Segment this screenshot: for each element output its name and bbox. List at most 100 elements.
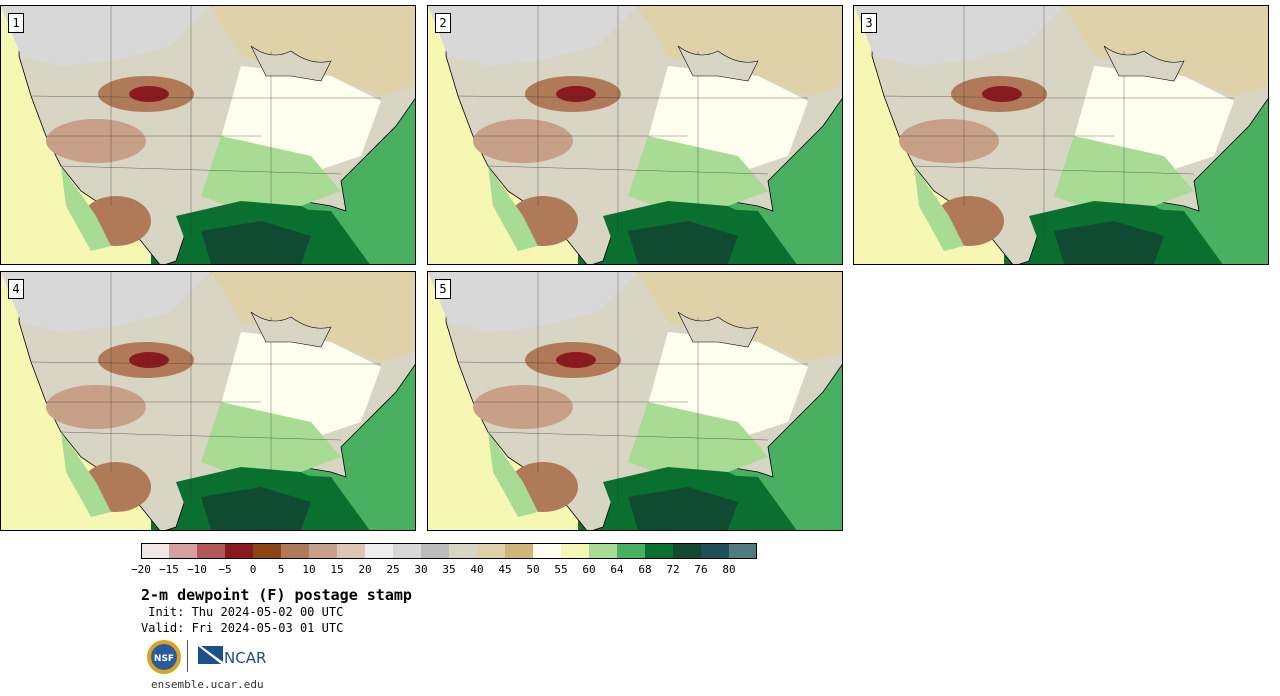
stamp-panel-5: 5 [427,271,843,531]
colorbar-tick-label: 45 [498,563,512,576]
dewpoint-colorbar [141,543,757,559]
dewpoint-map-1 [1,6,415,264]
colorbar-bin [225,543,253,559]
colorbar-tick-label: −10 [187,563,207,576]
colorbar-bin [561,543,589,559]
colorbar-tick-label: 40 [470,563,484,576]
colorbar-tick-label: 60 [582,563,596,576]
colorbar-tick-label: 5 [277,563,285,576]
colorbar-bin [617,543,645,559]
plains-very-dry-core [129,352,169,368]
nsf-logo: NSF [147,640,181,674]
southwest-dry-area [46,385,146,429]
state-border [30,361,381,365]
member-number-badge: 4 [8,279,24,299]
great-lakes [250,45,332,82]
colorbar-tick-label: −15 [159,563,179,576]
baja-moist-strip [488,432,538,517]
colorbar-tick-label: 35 [442,563,456,576]
colorbar-tick-label: 0 [249,563,257,576]
colorbar-tick-label: 55 [554,563,568,576]
northwest-dry-region [428,6,638,66]
dewpoint-map-5 [428,272,842,530]
colorbar-bin [449,543,477,559]
baja-moist-strip [488,166,538,251]
great-lakes [1103,45,1185,82]
site-url: ensemble.ucar.edu [151,678,264,691]
state-border [457,361,808,365]
northeast-dry-region [211,6,415,96]
colorbar-bin [505,543,533,559]
northwest-dry-region [1,272,211,332]
colorbar-bin [393,543,421,559]
colorbar-tick-label: 72 [666,563,680,576]
page-title: 2-m dewpoint (F) postage stamp [141,586,412,604]
colorbar-bin [365,543,393,559]
baja-moist-strip [61,166,111,251]
colorbar-bin [169,543,197,559]
stamp-panel-3: 3 [853,5,1269,265]
gulf-very-humid [1054,221,1164,264]
member-number-badge: 1 [8,13,24,33]
state-border [457,95,808,99]
colorbar-tick-label: 10 [302,563,316,576]
baja-moist-strip [914,166,964,251]
colorbar-bin [477,543,505,559]
state-border [30,95,381,99]
gulf-very-humid [201,221,311,264]
colorbar-tick-labels: −20 −15 −10 −5 0 5 10 15 20 25 30 35 40 45 50 55 60 64 68 7… [131,563,761,577]
colorbar-bin [141,543,169,559]
gulf-very-humid [201,487,311,530]
logo-divider [187,640,188,672]
colorbar-bin [281,543,309,559]
colorbar-tick-label: 50 [526,563,540,576]
northeast-dry-region [638,272,842,362]
member-number-badge: 3 [861,13,877,33]
gulf-very-humid [628,221,738,264]
colorbar-bin [197,543,225,559]
colorbar-tick-label: −20 [131,563,151,576]
nsf-logo-text: NSF [154,654,174,664]
state-border [60,165,342,175]
state-border [487,165,769,175]
southwest-dry-area [473,385,573,429]
great-lakes [677,311,759,348]
northeast-dry-region [1064,6,1268,96]
colorbar-tick-label: −5 [218,563,232,576]
colorbar-bin [309,543,337,559]
southwest-dry-area [473,119,573,163]
stamp-panel-4: 4 [0,271,416,531]
colorbar-tick-label: 76 [694,563,708,576]
colorbar-bin [645,543,673,559]
northeast-dry-region [638,6,842,96]
northwest-dry-region [1,6,211,66]
northwest-dry-region [428,272,638,332]
colorbar-tick-label: 15 [330,563,344,576]
colorbar-bin [337,543,365,559]
valid-time: Valid: Fri 2024-05-03 01 UTC [141,621,344,635]
southwest-dry-area [46,119,146,163]
colorbar-bin [253,543,281,559]
colorbar-tick-label: 20 [358,563,372,576]
colorbar-frame [141,543,757,559]
southwest-dry-area [899,119,999,163]
dewpoint-map-4 [1,272,415,530]
great-lakes [250,311,332,348]
great-lakes [677,45,759,82]
colorbar-bin [589,543,617,559]
member-number-badge: 5 [435,279,451,299]
plains-very-dry-core [556,86,596,102]
gulf-very-humid [628,487,738,530]
baja-moist-strip [61,432,111,517]
colorbar-bin [673,543,701,559]
state-border [883,95,1234,99]
colorbar-tick-label: 68 [638,563,652,576]
colorbar-tick-label: 30 [414,563,428,576]
colorbar-bin [533,543,561,559]
colorbar-bin [701,543,729,559]
ncar-logo: NCAR [198,646,266,667]
colorbar-bin [421,543,449,559]
colorbar-tick-label: 25 [386,563,400,576]
state-border [60,431,342,441]
plains-very-dry-core [129,86,169,102]
